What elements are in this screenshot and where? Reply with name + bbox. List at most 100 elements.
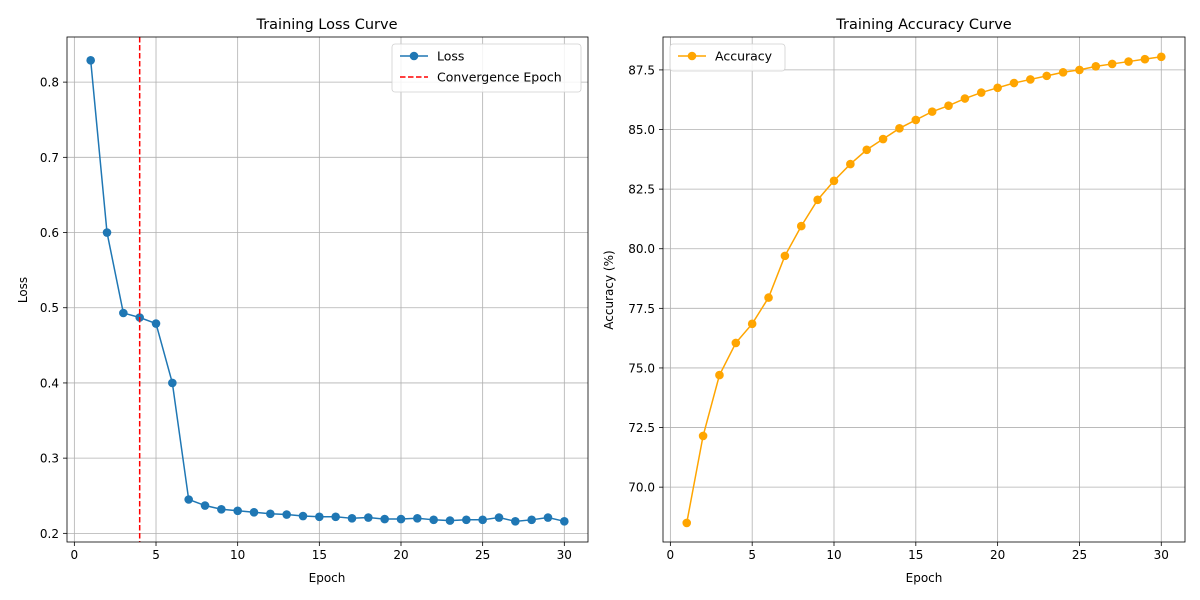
- accuracy-y-tick-label: 77.5: [628, 302, 655, 316]
- accuracy-y-tick-label: 72.5: [628, 421, 655, 435]
- loss-y-tick-label: 0.7: [40, 151, 59, 165]
- loss-data-point: [462, 515, 471, 525]
- loss-data-point: [151, 319, 161, 328]
- accuracy-data-point: [944, 101, 953, 110]
- accuracy-data-point: [764, 293, 773, 302]
- loss-data-point: [86, 56, 95, 65]
- accuracy-x-tick-label: 25: [1072, 548, 1087, 562]
- accuracy-series-line: [685, 56, 1162, 524]
- loss-data-point: [249, 507, 259, 517]
- accuracy-x-tick-label: 15: [908, 548, 923, 562]
- loss-data-point: [347, 514, 357, 523]
- loss-x-tick-label: 20: [393, 548, 408, 562]
- loss-x-tick-label: 0: [71, 548, 79, 562]
- loss-data-point: [380, 514, 389, 524]
- accuracy-data-point: [862, 145, 872, 155]
- accuracy-data-point: [960, 94, 970, 103]
- loss-x-tick-label: 10: [230, 548, 245, 562]
- loss-axes-frame: [66, 36, 589, 543]
- loss-data-point: [429, 515, 438, 525]
- accuracy-chart: Training Accuracy Curve Epoch Accuracy (…: [602, 17, 1186, 585]
- loss-y-axis-label: Loss: [16, 277, 30, 303]
- accuracy-data-point: [1124, 57, 1133, 66]
- accuracy-data-point: [698, 431, 708, 441]
- accuracy-y-tick-label: 82.5: [628, 183, 655, 197]
- loss-y-tick-label: 0.6: [40, 226, 59, 240]
- loss-series-line: [89, 60, 565, 523]
- loss-y-tick-label: 0.8: [40, 76, 59, 90]
- loss-y-tick-label: 0.4: [40, 376, 59, 390]
- accuracy-x-tick-label: 5: [748, 548, 756, 562]
- accuracy-data-point: [780, 251, 790, 261]
- accuracy-data-point: [796, 221, 806, 231]
- accuracy-data-point: [1140, 54, 1150, 64]
- loss-data-point: [511, 517, 520, 526]
- accuracy-data-point: [747, 319, 757, 329]
- accuracy-data-point: [829, 176, 839, 186]
- loss-chart-title: Training Loss Curve: [255, 17, 397, 33]
- loss-x-tick-label: 25: [475, 548, 490, 562]
- accuracy-x-tick-label: 30: [1154, 548, 1169, 562]
- loss-data-point: [102, 228, 112, 237]
- accuracy-data-point: [976, 88, 986, 97]
- accuracy-y-tick-label: 85.0: [628, 123, 655, 137]
- loss-data-point: [494, 513, 504, 522]
- accuracy-legend-box: [669, 43, 786, 72]
- loss-legend: Loss Convergence Epoch: [391, 43, 582, 93]
- accuracy-data-point: [715, 370, 724, 380]
- loss-legend-label: Loss: [437, 49, 464, 64]
- loss-legend-box: [391, 43, 582, 93]
- accuracy-x-tick-label: 0: [667, 548, 675, 562]
- accuracy-legend-label: Accuracy: [715, 49, 773, 64]
- loss-y-tick-label: 0.2: [40, 527, 59, 541]
- accuracy-y-tick-label: 87.5: [628, 63, 655, 77]
- accuracy-data-point: [1026, 75, 1035, 84]
- accuracy-y-tick-label: 80.0: [628, 242, 655, 256]
- accuracy-data-point: [813, 195, 822, 205]
- accuracy-legend: Accuracy: [669, 43, 786, 72]
- accuracy-data-point: [682, 518, 692, 528]
- loss-data-point: [364, 513, 373, 522]
- accuracy-data-point: [1042, 71, 1052, 81]
- accuracy-data-point: [731, 338, 741, 348]
- loss-data-point: [543, 513, 553, 522]
- accuracy-y-tick-label: 75.0: [628, 361, 655, 375]
- accuracy-data-point: [1156, 52, 1166, 62]
- accuracy-axes-frame: [662, 36, 1186, 543]
- accuracy-y-axis-label: Accuracy (%): [602, 250, 616, 329]
- accuracy-legend-marker: [687, 51, 697, 61]
- accuracy-data-point: [993, 83, 1002, 93]
- loss-plot-area: 0 5 10 15 20 25 30 0.2 0.3 0.4 0.5 0.6 0.7 0.8: [40, 36, 589, 562]
- loss-data-point: [282, 510, 291, 519]
- loss-data-point: [445, 516, 455, 525]
- loss-legend-label: Convergence Epoch: [437, 70, 562, 85]
- loss-data-point: [266, 509, 275, 519]
- loss-data-point: [200, 501, 210, 510]
- loss-legend-marker: [409, 51, 419, 61]
- loss-x-tick-label: 15: [312, 548, 327, 562]
- loss-data-point: [560, 517, 569, 526]
- accuracy-chart-title: Training Accuracy Curve: [835, 17, 1011, 33]
- loss-data-point: [298, 511, 308, 521]
- loss-x-tick-label: 30: [557, 548, 572, 562]
- accuracy-data-point: [895, 124, 904, 133]
- accuracy-plot-area: 0 5 10 15 20 25 30 70.0 72.5 75.0 77.5 80.0 82.5 85.0…: [628, 36, 1186, 562]
- accuracy-x-tick-label: 10: [826, 548, 841, 562]
- accuracy-y-tick-label: 70.0: [628, 481, 655, 495]
- loss-data-point: [478, 515, 487, 525]
- accuracy-x-tick-label: 20: [990, 548, 1005, 562]
- accuracy-data-point: [1091, 62, 1101, 71]
- accuracy-data-point: [878, 134, 888, 144]
- loss-data-point: [527, 515, 536, 525]
- loss-data-point: [315, 512, 324, 522]
- accuracy-data-point: [1058, 67, 1068, 77]
- accuracy-data-point: [846, 159, 855, 169]
- loss-y-tick-label: 0.3: [40, 452, 59, 466]
- loss-data-point: [119, 308, 128, 318]
- accuracy-data-point: [1009, 78, 1019, 88]
- accuracy-x-axis-label: Epoch: [906, 571, 943, 585]
- accuracy-data-point: [927, 107, 937, 116]
- loss-data-point: [168, 378, 177, 388]
- loss-data-point: [217, 504, 226, 514]
